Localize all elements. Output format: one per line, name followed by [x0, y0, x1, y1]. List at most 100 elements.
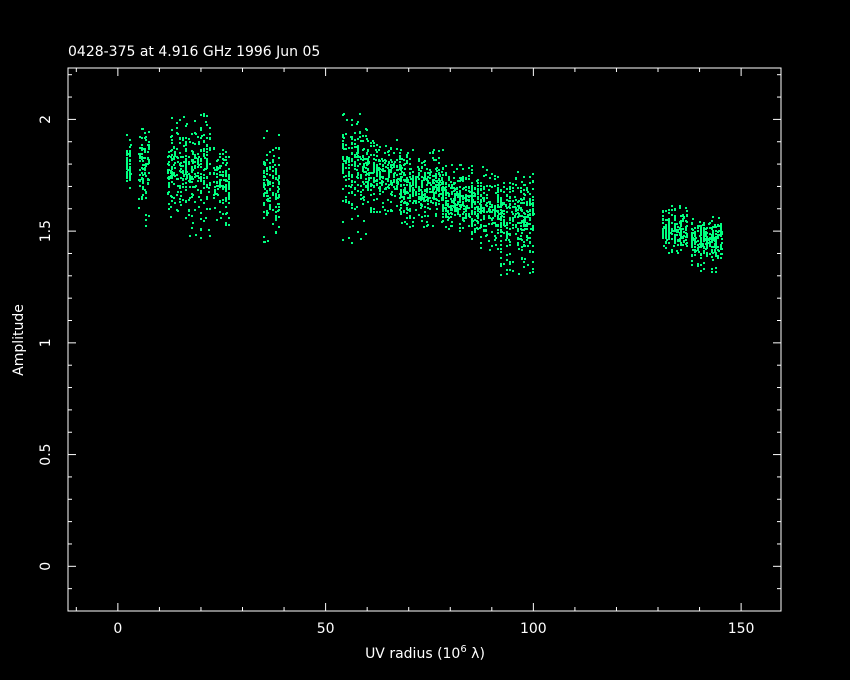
data-point: [432, 175, 434, 177]
data-point: [503, 216, 505, 218]
data-point: [453, 187, 455, 189]
data-point: [173, 172, 175, 174]
data-point: [373, 208, 375, 210]
data-point: [677, 239, 679, 241]
data-point: [191, 166, 193, 168]
data-point: [205, 217, 207, 219]
data-point: [462, 202, 464, 204]
data-point: [228, 224, 230, 226]
data-point: [671, 238, 673, 240]
data-point: [469, 216, 471, 218]
data-point: [407, 197, 409, 199]
data-point: [351, 181, 353, 183]
data-point: [412, 149, 414, 151]
data-point: [415, 200, 417, 202]
data-point: [694, 251, 696, 253]
data-point: [278, 164, 280, 166]
data-point: [225, 213, 227, 215]
data-point: [465, 213, 467, 215]
data-point: [420, 197, 422, 199]
data-point: [200, 237, 202, 239]
data-point: [263, 171, 265, 173]
data-point: [509, 253, 511, 255]
data-point: [219, 186, 221, 188]
data-point: [715, 233, 717, 235]
data-point: [412, 193, 414, 195]
data-point: [694, 235, 696, 237]
data-point: [391, 194, 393, 196]
data-point: [532, 204, 534, 206]
data-point: [715, 240, 717, 242]
data-point: [447, 216, 449, 218]
data-point: [264, 176, 266, 178]
data-point: [453, 177, 455, 179]
data-point: [225, 175, 227, 177]
data-point: [342, 188, 344, 190]
data-point: [465, 194, 467, 196]
data-point: [356, 206, 358, 208]
data-point: [397, 183, 399, 185]
data-point: [410, 168, 412, 170]
data-point: [418, 169, 420, 171]
data-point: [370, 145, 372, 147]
data-point: [409, 195, 411, 197]
data-point: [126, 159, 128, 161]
data-point: [662, 218, 664, 220]
data-point: [514, 215, 516, 217]
data-point: [503, 213, 505, 215]
data-point: [363, 183, 365, 185]
data-point: [517, 212, 519, 214]
data-point: [532, 199, 534, 201]
data-point: [494, 178, 496, 180]
data-point: [465, 197, 467, 199]
data-point: [171, 129, 173, 131]
data-point: [520, 235, 522, 237]
data-point: [454, 194, 456, 196]
data-point: [206, 184, 208, 186]
data-point: [225, 156, 227, 158]
data-point: [387, 210, 389, 212]
data-point: [144, 150, 146, 152]
data-point: [354, 194, 356, 196]
data-point: [278, 175, 280, 177]
data-point: [497, 210, 499, 212]
data-point: [141, 177, 143, 179]
data-point: [201, 135, 203, 137]
data-point: [700, 254, 702, 256]
data-point: [391, 191, 393, 193]
data-point: [367, 149, 369, 151]
data-point: [189, 235, 191, 237]
data-point: [376, 167, 378, 169]
data-point: [532, 202, 534, 204]
data-point: [174, 151, 176, 153]
data-point: [388, 162, 390, 164]
data-point: [176, 127, 178, 129]
data-point: [275, 172, 277, 174]
data-point: [278, 177, 280, 179]
data-point: [206, 115, 208, 117]
data-point: [526, 239, 528, 241]
data-point: [206, 208, 208, 210]
data-point: [491, 245, 493, 247]
data-point: [421, 167, 423, 169]
data-point: [393, 181, 395, 183]
data-point: [494, 222, 496, 224]
data-point: [375, 180, 377, 182]
data-point: [526, 189, 528, 191]
data-point: [379, 163, 381, 165]
data-point: [225, 190, 227, 192]
data-point: [524, 194, 526, 196]
data-point: [400, 204, 402, 206]
data-point: [351, 184, 353, 186]
data-point: [145, 175, 147, 177]
data-point: [195, 175, 197, 177]
data-point: [145, 219, 147, 221]
data-point: [365, 171, 367, 173]
data-point: [666, 239, 668, 241]
data-point: [379, 171, 381, 173]
data-point: [426, 184, 428, 186]
data-point: [360, 191, 362, 193]
data-point: [393, 179, 395, 181]
data-point: [203, 177, 205, 179]
data-point: [200, 218, 202, 220]
